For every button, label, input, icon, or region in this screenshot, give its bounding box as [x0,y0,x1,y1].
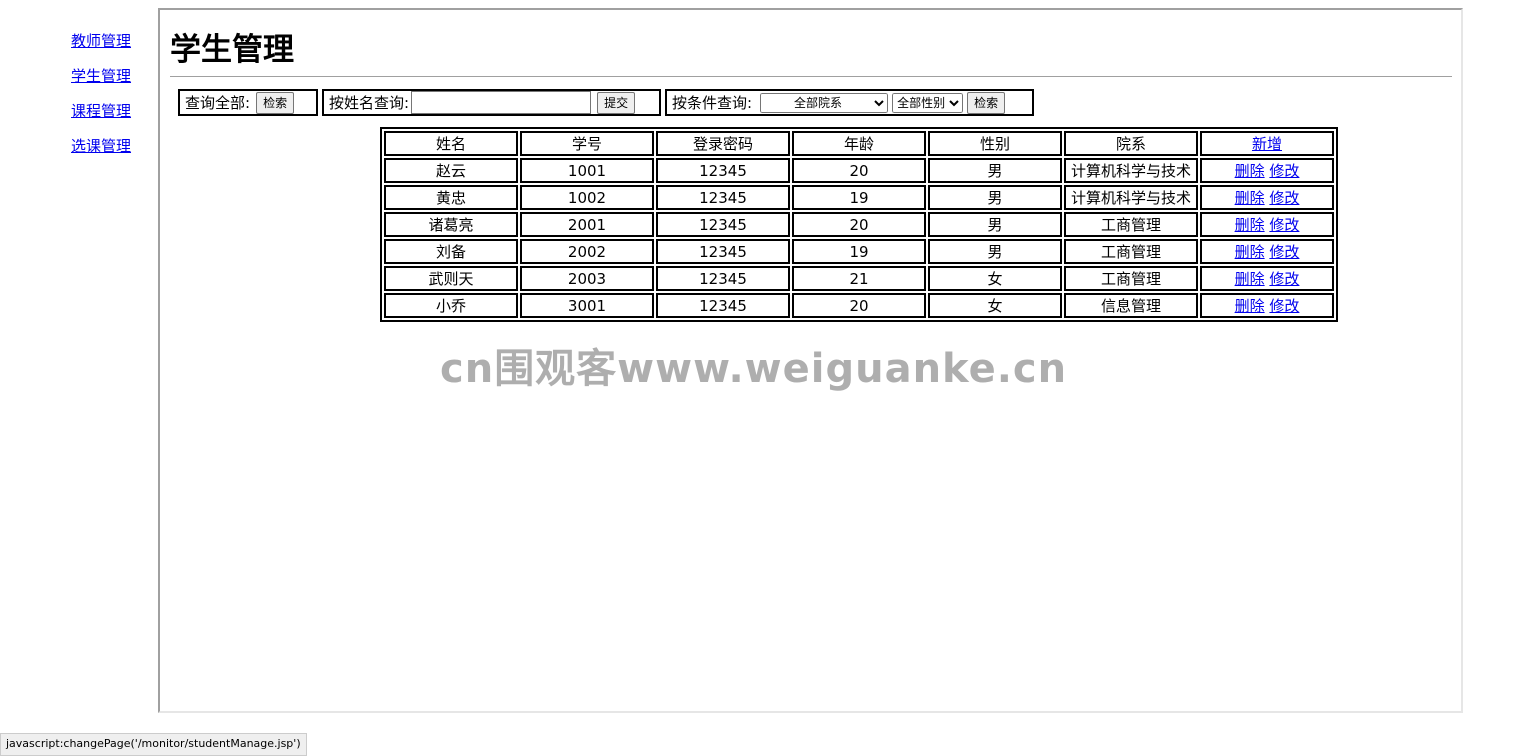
add-link[interactable]: 新增 [1251,135,1282,153]
edit-link[interactable]: 修改 [1269,297,1300,315]
cell-gender: 女 [928,266,1062,291]
cell-actions: 删除 修改 [1200,239,1334,264]
cell-department: 计算机科学与技术 [1064,185,1198,210]
cell-age: 19 [792,239,926,264]
sidebar-item-courses[interactable]: 课程管理 [71,102,132,120]
name-input[interactable] [411,91,592,114]
cell-name: 赵云 [384,158,518,183]
cell-name: 黄忠 [384,185,518,210]
delete-link[interactable]: 删除 [1234,243,1265,261]
cell-id: 2003 [520,266,654,291]
query-all-label: 查询全部: [185,94,251,112]
cell-name: 诸葛亮 [384,212,518,237]
table-row: 武则天 2003 12345 21 女工商管理 删除 修改 [384,266,1334,291]
watermark: cn围观客www.weiguanke.cn [440,346,1068,392]
sidebar-item-enrollment[interactable]: 选课管理 [71,137,132,155]
cell-department: 工商管理 [1064,212,1198,237]
cell-actions: 删除 修改 [1200,212,1334,237]
table-row: 诸葛亮 2001 12345 20 男工商管理 删除 修改 [384,212,1334,237]
cell-password: 12345 [656,158,790,183]
cell-department: 计算机科学与技术 [1064,158,1198,183]
cell-id: 1002 [520,185,654,210]
cell-gender: 男 [928,239,1062,264]
cell-id: 2002 [520,239,654,264]
cell-gender: 男 [928,212,1062,237]
table-header-row: 姓名 学号 登录密码 年龄 性别 院系 新增 [384,131,1334,156]
table-row: 黄忠 1002 12345 19 男计算机科学与技术 删除 修改 [384,185,1334,210]
cell-password: 12345 [656,239,790,264]
cell-actions: 删除 修改 [1200,185,1334,210]
cell-age: 20 [792,212,926,237]
cell-department: 工商管理 [1064,266,1198,291]
query-all-form: 查询全部: 检索 [178,89,318,116]
header-password: 登录密码 [656,131,790,156]
cell-id: 1001 [520,158,654,183]
sidebar-item-students[interactable]: 学生管理 [71,67,132,85]
divider [170,76,1452,77]
table-row: 刘备 2002 12345 19 男工商管理 删除 修改 [384,239,1334,264]
condition-query-label: 按条件查询: [672,94,753,112]
table-row: 赵云 1001 12345 20 男计算机科学与技术 删除 修改 [384,158,1334,183]
edit-link[interactable]: 修改 [1269,162,1300,180]
header-gender: 性别 [928,131,1062,156]
cell-name: 武则天 [384,266,518,291]
cell-id: 3001 [520,293,654,318]
sidebar-item-teachers[interactable]: 教师管理 [71,32,132,50]
page-title: 学生管理 [170,32,294,68]
edit-link[interactable]: 修改 [1269,189,1300,207]
cell-department: 信息管理 [1064,293,1198,318]
sidebar-nav: 教师管理 学生管理 课程管理 选课管理 [71,31,131,171]
cell-name: 刘备 [384,239,518,264]
cell-password: 12345 [656,212,790,237]
cell-name: 小乔 [384,293,518,318]
cell-password: 12345 [656,293,790,318]
student-table: 姓名 学号 登录密码 年龄 性别 院系 新增 赵云 1001 12345 20 男计算机… [380,127,1338,322]
cell-age: 20 [792,158,926,183]
cell-age: 20 [792,293,926,318]
header-age: 年龄 [792,131,926,156]
cell-department: 工商管理 [1064,239,1198,264]
edit-link[interactable]: 修改 [1269,270,1300,288]
cell-age: 21 [792,266,926,291]
edit-link[interactable]: 修改 [1269,243,1300,261]
department-select[interactable]: 全部院系 [760,92,889,113]
cell-password: 12345 [656,266,790,291]
delete-link[interactable]: 删除 [1234,297,1265,315]
cell-gender: 女 [928,293,1062,318]
name-query-label: 按姓名查询: [329,94,410,112]
header-id: 学号 [520,131,654,156]
condition-query-form: 按条件查询: 全部院系 全部性别 检索 [665,89,1034,116]
cell-gender: 男 [928,185,1062,210]
query-all-button[interactable]: 检索 [256,91,295,114]
edit-link[interactable]: 修改 [1269,216,1300,234]
header-name: 姓名 [384,131,518,156]
header-actions: 新增 [1200,131,1334,156]
status-bar: javascript:changePage('/monitor/studentM… [0,733,307,756]
delete-link[interactable]: 删除 [1234,270,1265,288]
delete-link[interactable]: 删除 [1234,189,1265,207]
delete-link[interactable]: 删除 [1234,162,1265,180]
cell-actions: 删除 修改 [1200,266,1334,291]
cell-password: 12345 [656,185,790,210]
table-row: 小乔 3001 12345 20 女信息管理 删除 修改 [384,293,1334,318]
name-query-form: 按姓名查询: 提交 [322,89,661,116]
cell-gender: 男 [928,158,1062,183]
cell-actions: 删除 修改 [1200,158,1334,183]
delete-link[interactable]: 删除 [1234,216,1265,234]
cell-actions: 删除 修改 [1200,293,1334,318]
gender-select[interactable]: 全部性别 [892,92,964,113]
content-frame: 学生管理 查询全部: 检索 按姓名查询: 提交 按条件查询: 全部院系 全部性别… [158,8,1463,713]
name-submit-button[interactable]: 提交 [597,91,636,114]
header-department: 院系 [1064,131,1198,156]
cell-id: 2001 [520,212,654,237]
condition-search-button[interactable]: 检索 [967,91,1006,114]
cell-age: 19 [792,185,926,210]
